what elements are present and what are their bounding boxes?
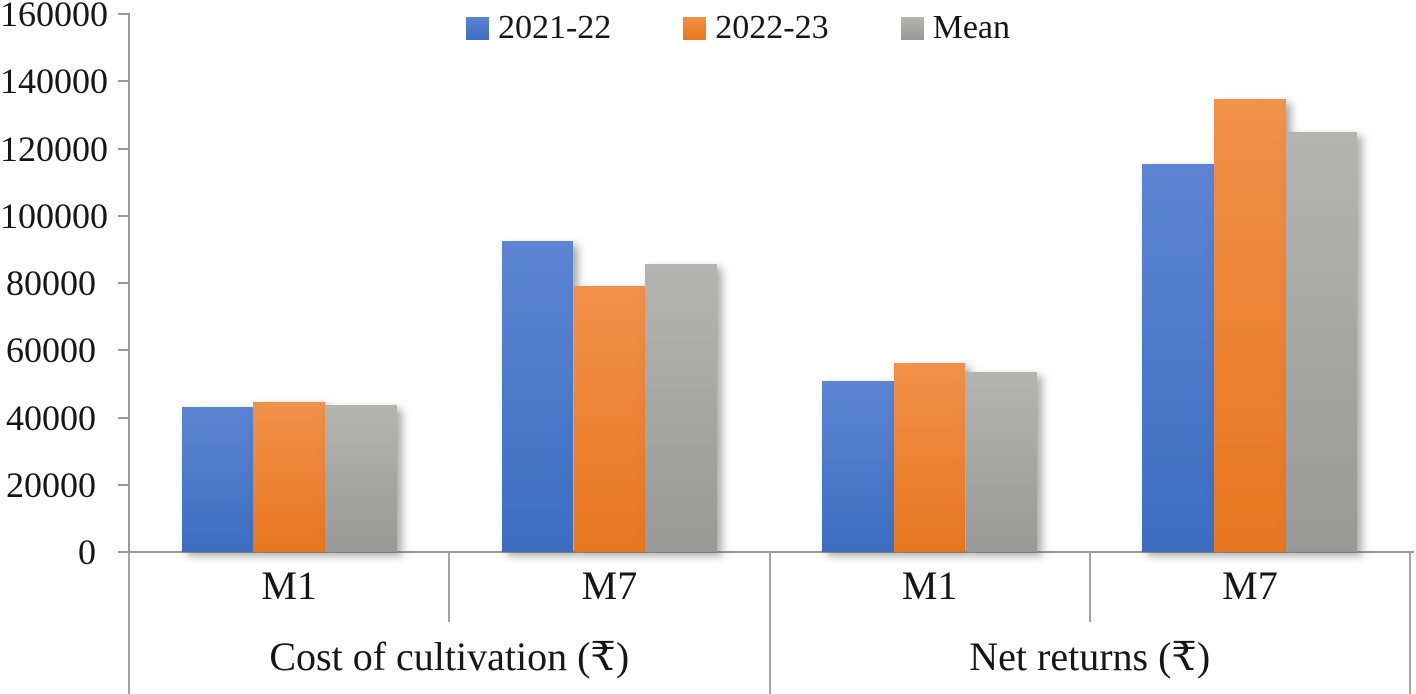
legend-item: 2022-23 (683, 8, 829, 48)
category-label: M1 (261, 563, 317, 608)
bar-2021-22 (181, 407, 254, 552)
y-tick-mark (118, 148, 129, 150)
bar-2022-23 (1214, 98, 1286, 552)
y-tick-label: 80000 (6, 263, 96, 303)
legend-swatch-icon (683, 16, 707, 40)
bar-mean (1285, 131, 1358, 552)
y-tick-mark (118, 215, 129, 217)
category-label: M7 (581, 563, 638, 608)
y-tick-mark (118, 417, 129, 419)
group-divider (1409, 552, 1411, 694)
bar-mean (965, 371, 1038, 552)
x-axis-baseline (118, 551, 1414, 553)
bar-mean (645, 263, 717, 552)
y-tick-mark (118, 484, 129, 486)
legend-item: 2021-22 (465, 8, 612, 48)
bar-2022-23 (893, 363, 966, 552)
bar-mean (325, 404, 397, 552)
y-tick-label: 0 (78, 532, 96, 572)
bar-2022-23 (253, 401, 325, 552)
y-tick-label: 40000 (6, 398, 96, 438)
bar-2021-22 (822, 380, 894, 552)
legend-label: 2021-22 (497, 9, 612, 46)
legend-label: 2022-23 (715, 9, 829, 46)
legend-swatch-icon (900, 16, 924, 40)
y-axis-line (128, 13, 130, 553)
legend-item: Mean (900, 8, 1011, 48)
y-tick-mark (118, 13, 129, 15)
y-tick-mark (118, 282, 129, 284)
group-label: Net returns (₹) (969, 634, 1211, 679)
y-tick-label: 160000 (0, 0, 108, 34)
y-tick-mark (118, 80, 129, 82)
bar-2021-22 (1142, 164, 1214, 552)
category-divider (1088, 552, 1091, 622)
category-divider (448, 552, 451, 622)
y-tick-mark (118, 349, 129, 351)
y-tick-label: 120000 (0, 129, 108, 169)
y-tick-label: 20000 (6, 465, 96, 505)
bar-2021-22 (501, 241, 574, 552)
y-tick-label: 60000 (6, 330, 96, 370)
legend-label: Mean (932, 9, 1011, 46)
group-label: Cost of cultivation (₹) (269, 634, 630, 679)
legend-swatch-icon (465, 16, 489, 40)
category-label: M1 (901, 563, 958, 608)
chart-legend: 2021-22 2022-23 Mean (30, 8, 1416, 48)
group-divider (128, 552, 130, 694)
bar-2022-23 (573, 286, 646, 552)
y-tick-label: 140000 (0, 61, 108, 101)
y-tick-label: 100000 (0, 196, 108, 236)
group-divider (768, 552, 771, 694)
category-label: M7 (1222, 563, 1278, 608)
